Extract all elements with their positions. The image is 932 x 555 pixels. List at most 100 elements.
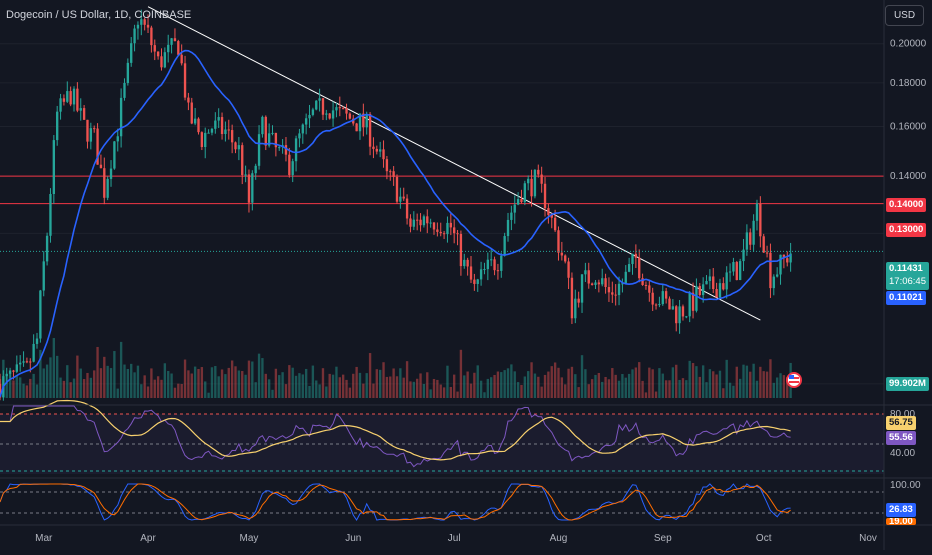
candle-body (197, 118, 200, 133)
countdown-value: 17:06:45 (889, 276, 926, 287)
candle-body (294, 138, 298, 162)
candle-body (362, 113, 365, 128)
volume-bar (671, 367, 675, 398)
candle-body (150, 27, 153, 46)
volume-bar (651, 369, 654, 398)
candle-body (675, 306, 678, 324)
candle-body (705, 280, 708, 285)
candle-body (426, 216, 429, 224)
candle-body (621, 283, 624, 285)
volume-bar (341, 374, 345, 398)
candle-body (483, 269, 486, 271)
volume-bar (540, 386, 543, 398)
price-tick-label: 0.20000 (890, 39, 927, 50)
volume-bar (543, 374, 547, 398)
time-tick-label: Jun (345, 533, 361, 544)
candle-body (671, 306, 675, 310)
candle-body (399, 196, 402, 202)
volume-bar (759, 366, 762, 398)
candle-body (119, 97, 123, 137)
volume-bar (668, 380, 671, 398)
candle-body (611, 292, 614, 295)
candle-body (765, 252, 769, 254)
volume-bar (631, 369, 634, 398)
candle-body (180, 54, 183, 64)
volume-bar (224, 374, 227, 398)
volume-bar (442, 387, 446, 398)
candle-body (103, 168, 106, 198)
candle-body (412, 219, 415, 227)
candle-body (553, 217, 557, 231)
candle-body (590, 283, 594, 285)
volume-bar (204, 381, 207, 398)
volume-bar (352, 373, 355, 398)
candle-body (520, 199, 523, 203)
candle-body (453, 227, 456, 234)
time-tick-label: Apr (140, 533, 156, 544)
candle-body (688, 292, 691, 317)
volume-bar (436, 379, 439, 398)
currency-button[interactable]: USD (885, 5, 924, 26)
candle-body (577, 298, 580, 303)
volume-bar (513, 371, 516, 398)
candle-body (254, 165, 257, 174)
volume-bar (96, 346, 99, 398)
volume-bar (136, 365, 140, 398)
volume-bar (392, 368, 395, 398)
volume-bar (718, 370, 722, 398)
candle-body (187, 97, 190, 103)
candle-body (513, 204, 516, 213)
volume-bar (214, 366, 217, 398)
volume-bar (153, 379, 156, 398)
rsi-tick-label: 40.00 (890, 448, 915, 459)
candle-body (156, 51, 160, 57)
candle-body (550, 214, 553, 218)
volume-bar (553, 362, 557, 398)
rsi-ma-tag: 56.75 (886, 416, 916, 430)
volume-bar (715, 374, 718, 398)
volume-bar (72, 378, 76, 398)
candle-body (607, 287, 611, 293)
volume-bar (557, 367, 560, 398)
volume-bar (321, 368, 325, 398)
volume-bar (66, 365, 69, 398)
volume-bar (123, 364, 126, 398)
volume-bar (500, 372, 503, 398)
volume-bar (52, 338, 56, 398)
candle-body (439, 231, 442, 234)
volume-bar (126, 368, 130, 398)
volume-bar (567, 368, 570, 398)
volume-bar (89, 377, 93, 398)
volume-bar (456, 391, 459, 398)
candle-body (564, 255, 567, 262)
horizontal-levels (0, 175, 884, 205)
candle-body (378, 149, 382, 152)
candle-body (691, 292, 695, 311)
candle-body (167, 44, 170, 53)
volume-bar (459, 349, 463, 398)
candle-body (352, 118, 355, 124)
volume-bar (32, 373, 35, 398)
volume-bar (146, 386, 150, 398)
candle-body (446, 222, 449, 235)
volume-bar (728, 382, 732, 398)
price-tick-label: 0.16000 (890, 122, 927, 133)
volume-bar (580, 355, 584, 398)
candle-body (543, 183, 547, 209)
candle-body (49, 193, 52, 236)
volume-bar (382, 362, 385, 398)
candle-body (463, 259, 466, 267)
volume-bar (177, 383, 180, 398)
candle-body (298, 133, 301, 139)
volume-bar (762, 371, 765, 398)
volume-bar (537, 376, 540, 398)
volume-bar (547, 371, 550, 398)
volume-bar (375, 369, 378, 398)
volume-bar (577, 387, 580, 398)
candle-body (574, 298, 577, 319)
volume-bar (372, 383, 375, 398)
volume-bar (479, 380, 483, 398)
time-tick-label: Oct (756, 533, 772, 544)
volume-bar (483, 392, 486, 398)
